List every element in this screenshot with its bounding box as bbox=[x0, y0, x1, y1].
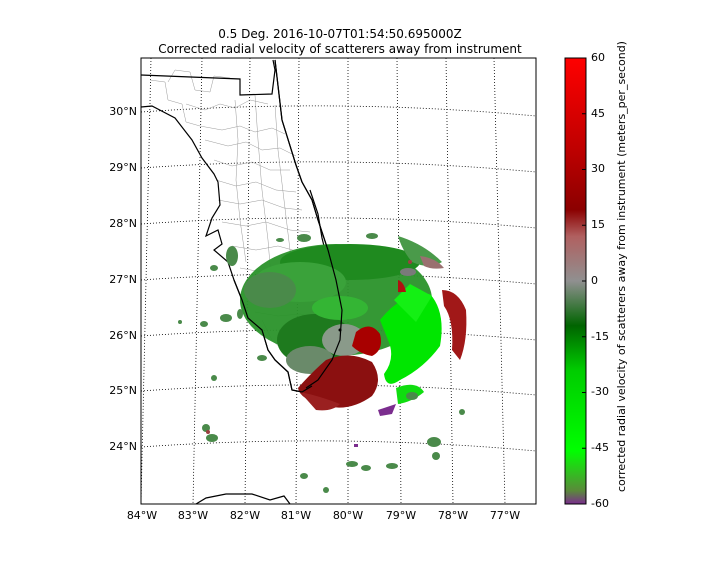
coastline bbox=[233, 59, 343, 393]
lon-label: 77°W bbox=[489, 509, 521, 522]
lon-label: 83°W bbox=[177, 509, 209, 522]
lat-label: 24°N bbox=[109, 440, 137, 453]
lon-label: 80°W bbox=[332, 509, 364, 522]
lat-label: 26°N bbox=[109, 329, 137, 342]
colorbar-tick-label: -45 bbox=[591, 441, 609, 454]
title-line-1: 0.5 Deg. 2016-10-07T01:54:50.695000Z bbox=[218, 27, 462, 41]
lon-label: 79°W bbox=[385, 509, 417, 522]
lat-label: 30°N bbox=[109, 105, 137, 118]
lat-label: 27°N bbox=[109, 273, 137, 286]
colorbar-tick-label: -15 bbox=[591, 330, 609, 343]
colorbar-tick-label: 60 bbox=[591, 51, 605, 64]
radar-echoes bbox=[178, 233, 467, 493]
lat-label: 29°N bbox=[109, 161, 137, 174]
lat-label: 28°N bbox=[109, 217, 137, 230]
lat-label: 25°N bbox=[109, 384, 137, 397]
colorbar-tick-label: 0 bbox=[591, 274, 598, 287]
radar-site-marker bbox=[338, 328, 342, 332]
colorbar-label: corrected radial velocity of scatterers … bbox=[615, 41, 628, 492]
lon-label: 81°W bbox=[280, 509, 312, 522]
colorbar-tick-label: 15 bbox=[591, 218, 605, 231]
map-content bbox=[141, 58, 536, 504]
colorbar-tick-label: 45 bbox=[591, 107, 605, 120]
lon-label: 84°W bbox=[126, 509, 158, 522]
lon-label: 82°W bbox=[229, 509, 261, 522]
title-line-2: Corrected radial velocity of scatterers … bbox=[158, 42, 522, 56]
colorbar-ticks bbox=[582, 57, 586, 505]
colorbar-tick-label: 30 bbox=[591, 162, 605, 175]
colorbar-tick-label: -30 bbox=[591, 385, 609, 398]
lon-label: 78°W bbox=[437, 509, 469, 522]
colorbar-tick-label: -60 bbox=[591, 497, 609, 510]
